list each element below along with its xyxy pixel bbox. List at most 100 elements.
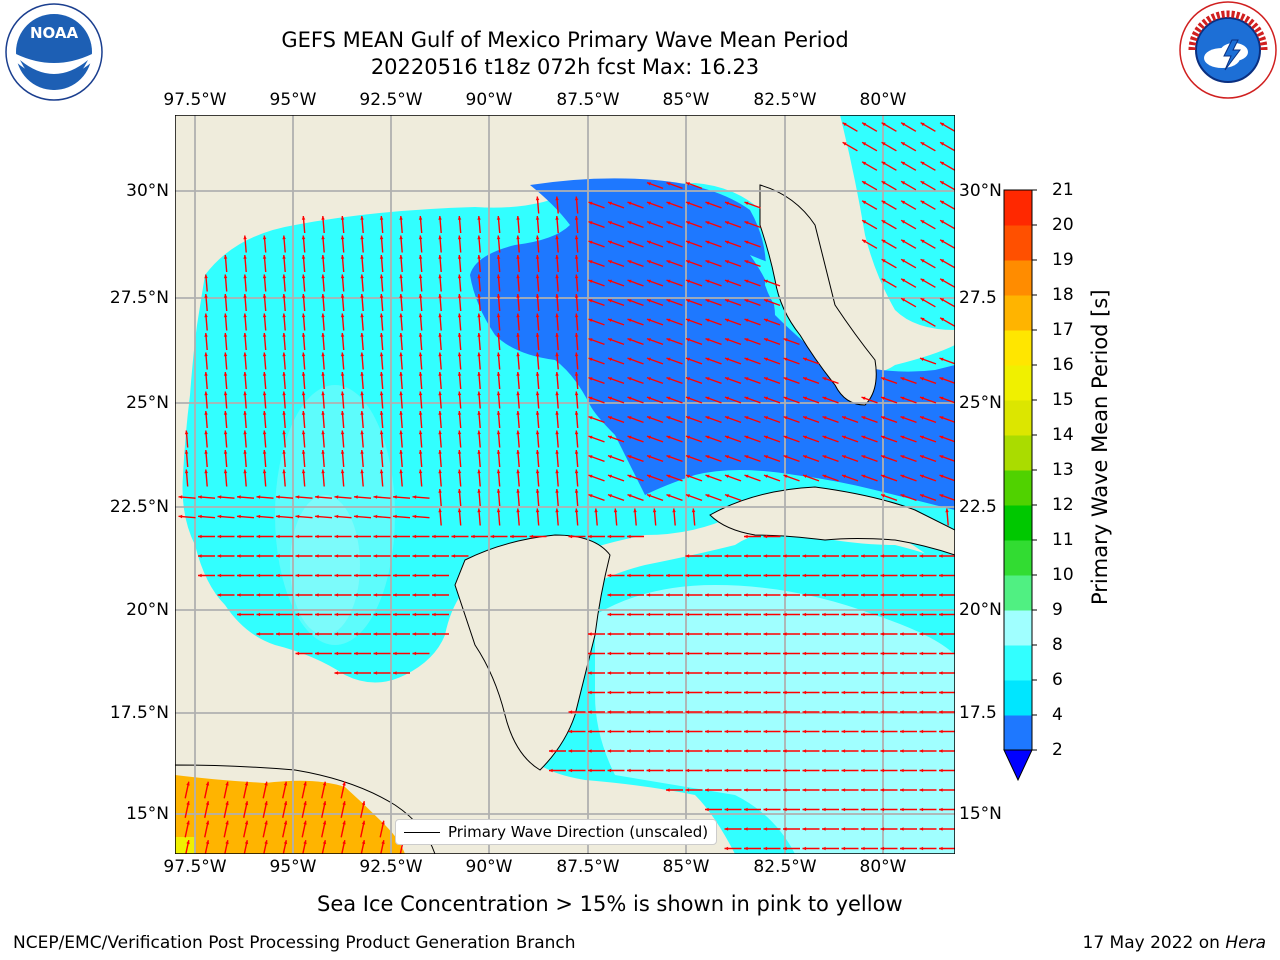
wave-arrow-head (412, 534, 417, 539)
wave-arrow-head (627, 651, 631, 656)
wave-arrow-head (725, 455, 729, 459)
wave-arrow-head (763, 846, 768, 851)
wave-arrow-head (243, 411, 247, 415)
wave-arrow-head (861, 612, 865, 617)
wave-arrow-head (763, 534, 768, 539)
wave-arrow-head (262, 274, 267, 279)
wave-arrow-head (412, 514, 417, 519)
wave-arrow-head (705, 474, 710, 478)
wave-arrow-head (920, 259, 925, 263)
wave-arrow-head (516, 469, 520, 474)
wave-arrow-head (861, 729, 865, 734)
wave-arrow-head (764, 474, 768, 478)
wave-arrow-head (725, 494, 729, 498)
wave-arrow-head (880, 573, 885, 578)
wave-arrow-head (940, 122, 945, 127)
wave-arrow-head (919, 729, 924, 734)
colorbar-extend-arrow (1003, 749, 1033, 782)
wave-arrow-head (919, 612, 924, 617)
wave-arrow-head (438, 508, 442, 513)
wave-arrow-head (802, 651, 807, 656)
lat-tick-right: 15°N (959, 804, 1002, 824)
colorbar (1000, 185, 1040, 785)
wave-arrow-head (301, 469, 306, 474)
wave-arrow-head (744, 788, 748, 792)
wave-arrow-head (822, 593, 826, 597)
wave-arrow-head (477, 430, 481, 435)
wave-arrow-head (237, 514, 241, 519)
wave-arrow-head (783, 357, 788, 361)
wave-arrow-head (496, 489, 501, 493)
wave-arrow-head (438, 216, 442, 220)
wave-arrow-head (282, 352, 286, 357)
wave-arrow-head (223, 255, 228, 259)
wave-arrow-head (283, 801, 288, 806)
wave-arrow-head (393, 534, 397, 539)
wave-arrow-head (588, 534, 592, 539)
wave-arrow-head (243, 294, 247, 298)
wave-arrow-head (686, 455, 690, 459)
wave-arrow-head (282, 450, 286, 454)
wave-arrow-head (822, 710, 826, 714)
wave-arrow-head (303, 801, 307, 806)
wave-arrow-head (763, 671, 768, 675)
wave-arrow-head (919, 632, 924, 636)
wave-arrow-head (243, 372, 247, 376)
wave-arrow-head (841, 612, 846, 617)
wave-arrow-head (920, 298, 925, 302)
wave-arrow-head (841, 690, 846, 695)
wave-arrow-head (744, 260, 749, 264)
wave-arrow-head (568, 749, 573, 753)
wave-arrow-head (822, 671, 826, 675)
wave-arrow-head (574, 352, 579, 357)
wave-arrow-head (764, 396, 768, 400)
wave-arrow-head (862, 200, 867, 205)
colorbar-segment (1004, 540, 1032, 576)
wave-arrow-head (301, 372, 306, 376)
wave-arrow-head (763, 710, 768, 714)
wave-arrow-head (861, 788, 865, 792)
colorbar-tick-label: 15 (1052, 390, 1074, 410)
wave-arrow-head (744, 632, 748, 636)
wave-arrow-head (939, 729, 943, 734)
wave-arrow-head (223, 411, 228, 415)
wave-arrow-head (225, 840, 229, 845)
wave-arrow-head (725, 201, 729, 205)
wave-arrow-head (223, 274, 228, 279)
wave-arrow-head (178, 514, 183, 519)
wave-arrow-head (496, 450, 501, 454)
wave-arrow-head (334, 612, 339, 617)
wave-arrow-head (842, 474, 846, 478)
wave-arrow-head (418, 294, 423, 298)
wave-arrow-head (705, 494, 710, 498)
wave-arrow-head (633, 508, 637, 513)
lon-tick-top: 97.5°W (163, 90, 227, 110)
wave-arrow-head (627, 338, 632, 342)
wave-arrow-head (342, 801, 346, 806)
wave-arrow-head (744, 279, 749, 283)
wave-arrow-head (399, 216, 403, 220)
wave-arrow-head (243, 333, 247, 337)
wave-arrow-head (535, 430, 540, 435)
wave-arrow-head (881, 181, 886, 185)
wave-arrow-head (555, 313, 559, 318)
wave-arrow-head (842, 142, 847, 146)
wave-arrow-head (822, 749, 826, 753)
wave-arrow-head (940, 317, 945, 322)
wave-arrow-head (901, 278, 906, 283)
wave-arrow-head (900, 788, 904, 792)
wave-arrow-head (574, 274, 579, 279)
wave-arrow-head (412, 612, 417, 617)
wave-arrow-head (418, 333, 423, 337)
wave-arrow-head (360, 372, 364, 376)
wave-arrow-head (939, 554, 943, 558)
wave-arrow-head (516, 489, 520, 493)
lon-tick-bottom: 97.5°W (163, 857, 227, 877)
wave-arrow-head (198, 573, 202, 578)
wave-arrow-head (555, 255, 559, 259)
wave-arrow-head (685, 690, 690, 695)
wave-arrow-head (724, 612, 729, 617)
wave-arrow-head (939, 749, 943, 753)
colorbar-tick-label: 9 (1052, 600, 1063, 620)
wave-arrow-head (262, 450, 267, 454)
